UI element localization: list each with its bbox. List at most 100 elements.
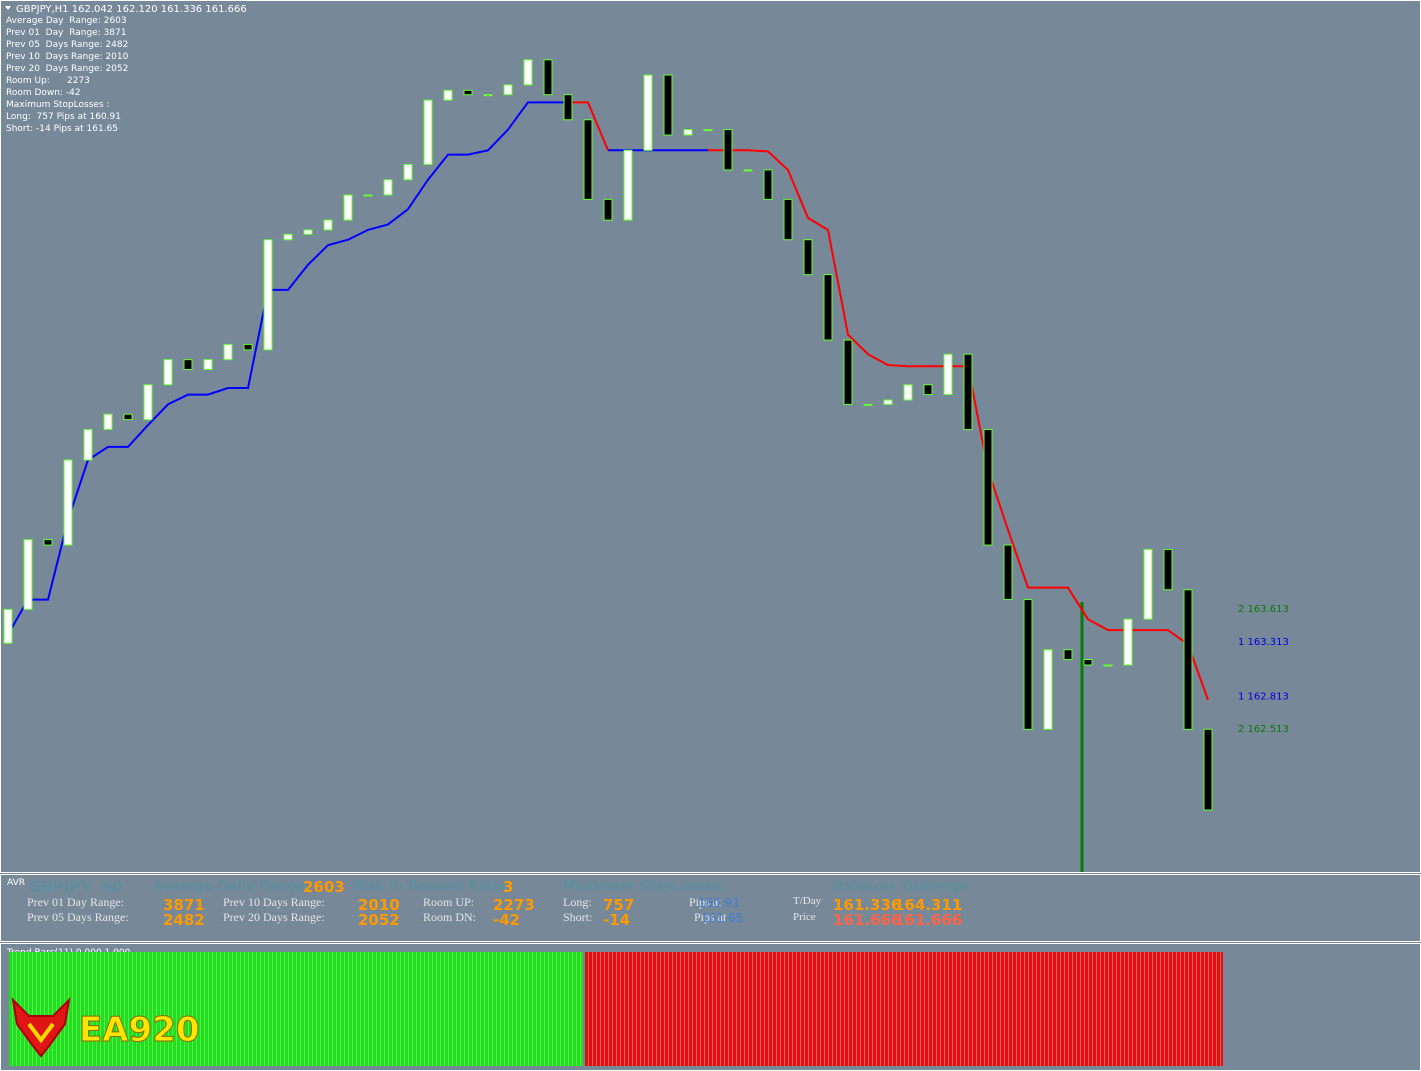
up: 2273 — [493, 896, 535, 914]
candle-body — [403, 163, 413, 181]
candle-body — [603, 198, 613, 221]
candle-body — [383, 179, 393, 196]
candle-body — [223, 343, 233, 361]
adr: 2603 — [303, 878, 345, 896]
candle-body — [423, 99, 433, 165]
candle-body — [103, 413, 113, 430]
info-line: Average Day Range: 2603 — [6, 16, 127, 26]
candle-body — [723, 129, 733, 171]
candle-body — [123, 413, 133, 421]
tday-low: 161.336 — [833, 896, 902, 914]
candle-body — [843, 339, 853, 405]
info-line: Long: 757 Pips at 160.91 — [6, 112, 121, 122]
p01-label: Prev 01 Day Range: — [27, 895, 124, 909]
candle-body — [903, 384, 913, 401]
candle-body — [503, 84, 513, 96]
candle-body — [43, 539, 53, 546]
chart: GBPJPY,H1 162.042 162.120 161.336 161.66… — [0, 0, 1421, 873]
candle-body — [943, 353, 953, 396]
candle-body — [583, 119, 593, 200]
up-label: Room UP: — [423, 895, 475, 909]
candle-body — [3, 608, 13, 644]
candle-body — [743, 169, 753, 172]
candle-body — [483, 94, 493, 97]
candle-body — [543, 59, 553, 96]
candle-body — [343, 194, 353, 221]
info-line: Room Down: -42 — [6, 88, 81, 98]
candle-body — [923, 384, 933, 396]
day-label: DailyLow DailyHigh — [833, 879, 968, 893]
candle-body — [183, 359, 193, 370]
info-line: Prev 01 Day Range: 3871 — [6, 28, 127, 38]
short-label: Short: — [563, 910, 593, 924]
short: -14 — [603, 911, 631, 929]
candle-body — [783, 198, 793, 241]
candle-body — [203, 359, 213, 370]
candle-body — [1023, 599, 1033, 730]
candle-body — [643, 74, 653, 151]
pips-at: Pips at — [694, 910, 727, 924]
info-line: Prev 05 Days Range: 2482 — [6, 40, 129, 50]
candle-body — [1183, 589, 1193, 730]
p10-label: Prev 10 Days Range: — [223, 895, 325, 909]
candle-body — [243, 343, 253, 351]
candle-body — [1103, 664, 1113, 667]
candle-body — [963, 353, 973, 430]
p20-label: Prev 20 Days Range: — [223, 910, 325, 924]
candle-body — [1063, 649, 1073, 661]
price-label: Price — [793, 911, 816, 923]
level-label: 2 163.613 — [1238, 604, 1289, 615]
candle-body — [303, 229, 313, 235]
long-label: Long: — [563, 895, 592, 909]
info-line: Prev 10 Days Range: 2010 — [6, 52, 129, 62]
symbol: GBPJPY 60 — [29, 878, 123, 896]
p01: 3871 — [163, 896, 205, 914]
candle-body — [1003, 544, 1013, 601]
candle-body — [363, 194, 373, 197]
info-line: Room Up: 2273 — [6, 76, 90, 86]
dn: -42 — [493, 911, 521, 929]
level-label: 1 163.313 — [1238, 637, 1289, 648]
adr-label: Average Daily Range: — [153, 879, 311, 894]
candle-body — [763, 169, 773, 200]
tday-label: T/Day — [793, 895, 822, 907]
rr-label: Risk to Reward Ratio: — [353, 879, 512, 894]
candle-body — [323, 219, 333, 231]
candle-body — [283, 233, 293, 241]
info-line: Short: -14 Pips at 161.65 — [6, 124, 118, 134]
level-label: 1 162.813 — [1238, 691, 1289, 702]
candle-body — [1043, 649, 1053, 730]
candle-body — [863, 403, 873, 406]
candle-body — [1163, 548, 1173, 591]
avr-panel: AVR GBPJPY 60 Average Daily Range: 2603 … — [0, 874, 1421, 942]
candle-body — [1083, 659, 1093, 666]
candle-body — [83, 428, 93, 461]
candle-body — [623, 149, 633, 221]
candle-body — [703, 129, 713, 132]
candle-body — [463, 89, 473, 96]
pips-at: Pips at — [689, 895, 722, 909]
candle-body — [163, 359, 173, 386]
candle-body — [663, 74, 673, 136]
panel-label: AVR — [7, 878, 25, 888]
sl-label: Maximum StopLosses: — [563, 879, 727, 894]
candle-body — [1123, 618, 1133, 666]
candle-body — [263, 239, 273, 351]
level-label: 2 162.513 — [1238, 724, 1289, 735]
trend-panel: Trend Bars(11) 0.000 1.000 EA920 — [0, 943, 1421, 1071]
candle-body — [1203, 728, 1213, 811]
price-high: 161.666 — [894, 911, 963, 929]
candle-body — [563, 94, 573, 121]
menu-arrow[interactable] — [5, 6, 11, 10]
candle-body — [883, 399, 893, 405]
long: 757 — [603, 896, 635, 914]
price-low: 161.666 — [833, 911, 902, 929]
logo-text: EA920 — [79, 1010, 201, 1051]
candle-body — [143, 384, 153, 421]
trend-bars-up — [9, 952, 583, 1066]
dn-label: Room DN: — [423, 910, 477, 924]
p05-label: Prev 05 Days Range: — [27, 910, 129, 924]
trend-bars-down — [585, 952, 1223, 1066]
logo-icon — [11, 997, 71, 1058]
